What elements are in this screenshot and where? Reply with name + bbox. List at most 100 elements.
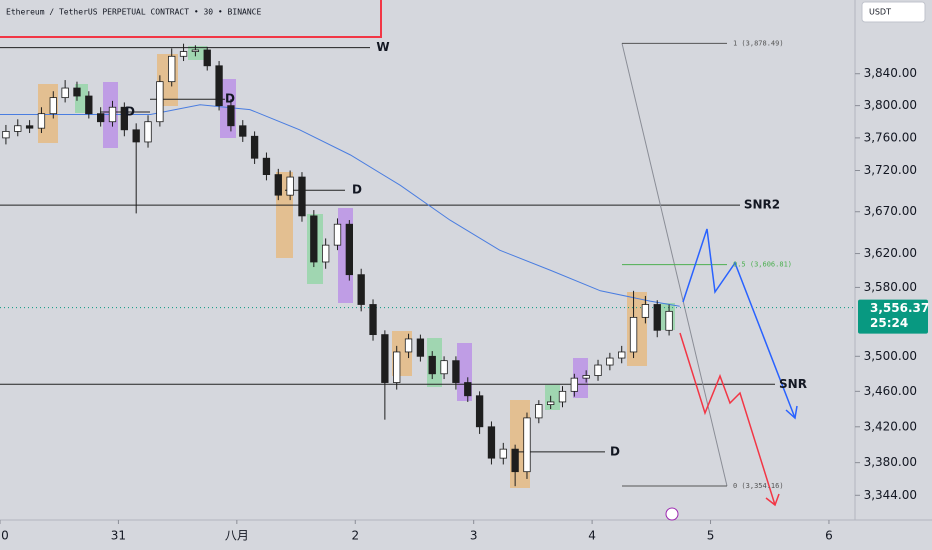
level-label: SNR <box>779 377 807 391</box>
y-tick-label: 3,840.00 <box>864 66 917 80</box>
symbol-header: Ethereum / TetherUS PERPETUAL CONTRACT •… <box>6 8 261 17</box>
x-tick-label: 6 <box>825 529 833 543</box>
y-tick-label: 3,344.00 <box>864 488 917 502</box>
price-axis <box>855 0 932 550</box>
currency-box[interactable] <box>861 1 926 23</box>
candle-body <box>428 355 436 375</box>
candle-body <box>286 176 294 196</box>
candle-body <box>345 223 353 276</box>
candle-body <box>416 338 425 357</box>
candle-body <box>49 97 57 115</box>
candle-body <box>404 338 413 353</box>
candle-body <box>227 105 235 127</box>
arrow-head <box>765 493 780 507</box>
candle-body <box>393 351 401 383</box>
candle-body <box>132 129 140 143</box>
candle-body <box>629 316 638 353</box>
candle-body <box>381 334 389 383</box>
candle-body <box>73 87 81 97</box>
candle-body <box>653 304 661 331</box>
x-tick-label: 3 <box>470 529 478 543</box>
x-tick-label: 31 <box>111 529 126 543</box>
candle-body <box>120 106 128 131</box>
candle-body <box>570 377 578 392</box>
candle-body <box>322 244 330 263</box>
candle-body <box>37 113 46 129</box>
candle-body <box>594 364 602 376</box>
level-label: D <box>225 92 235 106</box>
candle-body <box>61 87 69 99</box>
countdown: 25:24 <box>870 316 908 330</box>
level-label: D <box>610 444 620 458</box>
level-label: D <box>125 105 135 119</box>
candle-body <box>523 417 531 473</box>
candle-body <box>558 390 567 403</box>
candle-body <box>475 395 484 428</box>
last-price-label: 3,556.37 <box>870 301 929 315</box>
candle-body <box>582 375 590 379</box>
zone <box>188 46 207 60</box>
event-icon[interactable] <box>665 507 679 521</box>
overlay: 3,344.00 3,380.00 3,420.00 3,460.00 3,500.00… <box>0 39 929 543</box>
candle-body <box>333 223 342 246</box>
projection-down <box>679 332 776 506</box>
fib-label: 1 (3,878.49) <box>733 39 784 47</box>
plot <box>0 42 855 487</box>
candle-body <box>641 304 650 318</box>
last-price-tag <box>858 299 928 334</box>
candle-body <box>168 55 176 83</box>
candle-body <box>262 157 271 175</box>
fib-label: 0 (3,354.16) <box>733 482 784 490</box>
candle-body <box>250 135 259 159</box>
candle-body <box>203 49 211 67</box>
candle-body <box>511 448 519 473</box>
candle-body <box>665 310 673 331</box>
x-tick-label: 八月 <box>225 529 249 543</box>
candle-body <box>191 49 200 52</box>
candle-body <box>274 174 282 196</box>
candle-body <box>369 304 377 336</box>
candle-body <box>97 113 105 123</box>
zone <box>545 385 560 410</box>
y-tick-label: 3,500.00 <box>864 349 917 363</box>
candle-body <box>144 121 152 143</box>
candle-body <box>440 360 448 375</box>
y-tick-label: 3,380.00 <box>864 455 917 469</box>
x-tick-label: 2 <box>351 529 359 543</box>
candle-body <box>452 360 460 383</box>
candle-body <box>310 215 318 263</box>
candle-body <box>547 401 555 405</box>
candle-body <box>606 357 614 366</box>
y-tick-label: 3,460.00 <box>864 384 917 398</box>
candle-body <box>298 176 306 217</box>
candle-body <box>499 448 507 459</box>
y-tick-label: 3,670.00 <box>864 204 917 218</box>
x-tick-label: 5 <box>707 529 715 543</box>
candle-body <box>14 125 22 132</box>
candle-body <box>85 95 93 115</box>
y-tick-label: 3,420.00 <box>864 419 917 433</box>
y-tick-label: 3,580.00 <box>864 280 917 294</box>
arrow-head <box>785 405 798 420</box>
red-box <box>0 0 382 38</box>
y-tick-label: 3,620.00 <box>864 246 917 260</box>
y-tick-label: 3,800.00 <box>864 98 917 112</box>
level-label: SNR2 <box>744 198 780 212</box>
currency: USDT <box>869 8 891 17</box>
fib-label: 0.5 (3,606.81) <box>733 261 792 269</box>
candle-body <box>618 351 626 359</box>
level-label: D <box>352 183 362 197</box>
candle-body <box>215 65 223 107</box>
projection-up <box>682 228 796 419</box>
y-tick-label: 3,720.00 <box>864 163 917 177</box>
candle-body <box>239 125 247 137</box>
candle-body <box>156 81 164 123</box>
candle-body <box>25 125 34 129</box>
candle-body <box>464 382 472 397</box>
candle-body <box>179 51 188 57</box>
x-tick-label: 0 <box>1 529 9 543</box>
x-tick-label: 4 <box>588 529 596 543</box>
candle-body <box>487 426 496 459</box>
